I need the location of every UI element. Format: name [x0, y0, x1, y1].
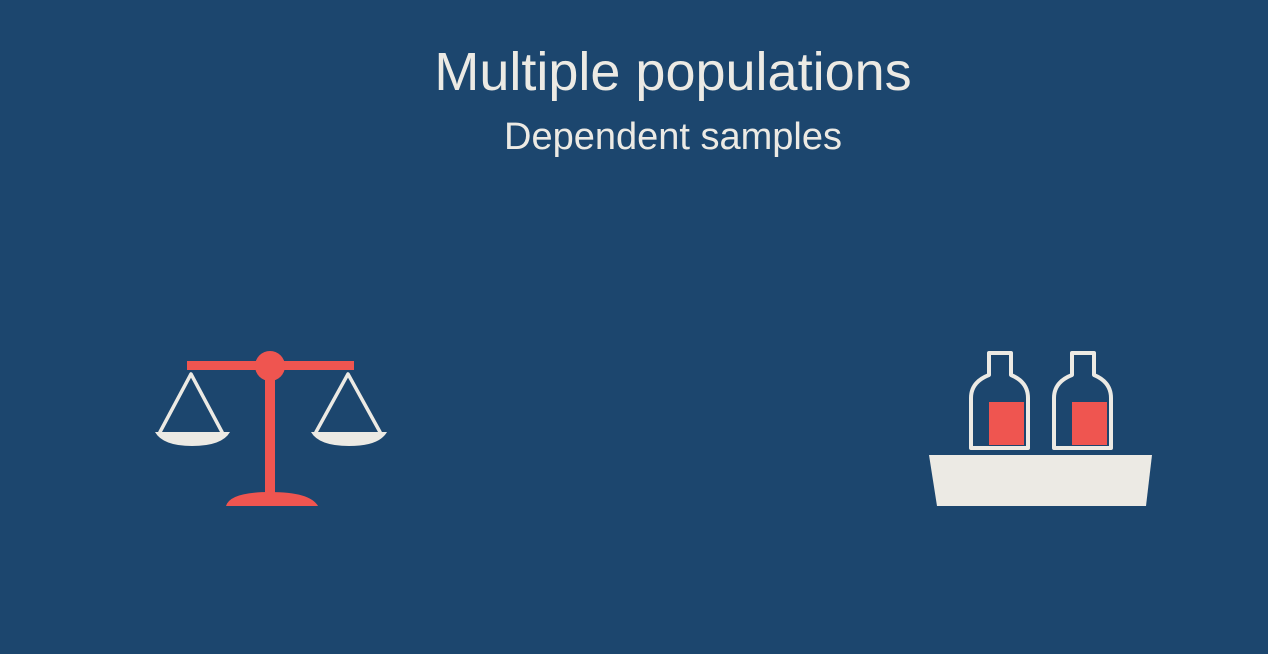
slide-title: Multiple populations	[434, 42, 912, 102]
balance-scale-icon	[155, 351, 387, 506]
slide-subtitle: Dependent samples	[504, 116, 842, 158]
bottles-in-crate-icon	[929, 351, 1152, 506]
